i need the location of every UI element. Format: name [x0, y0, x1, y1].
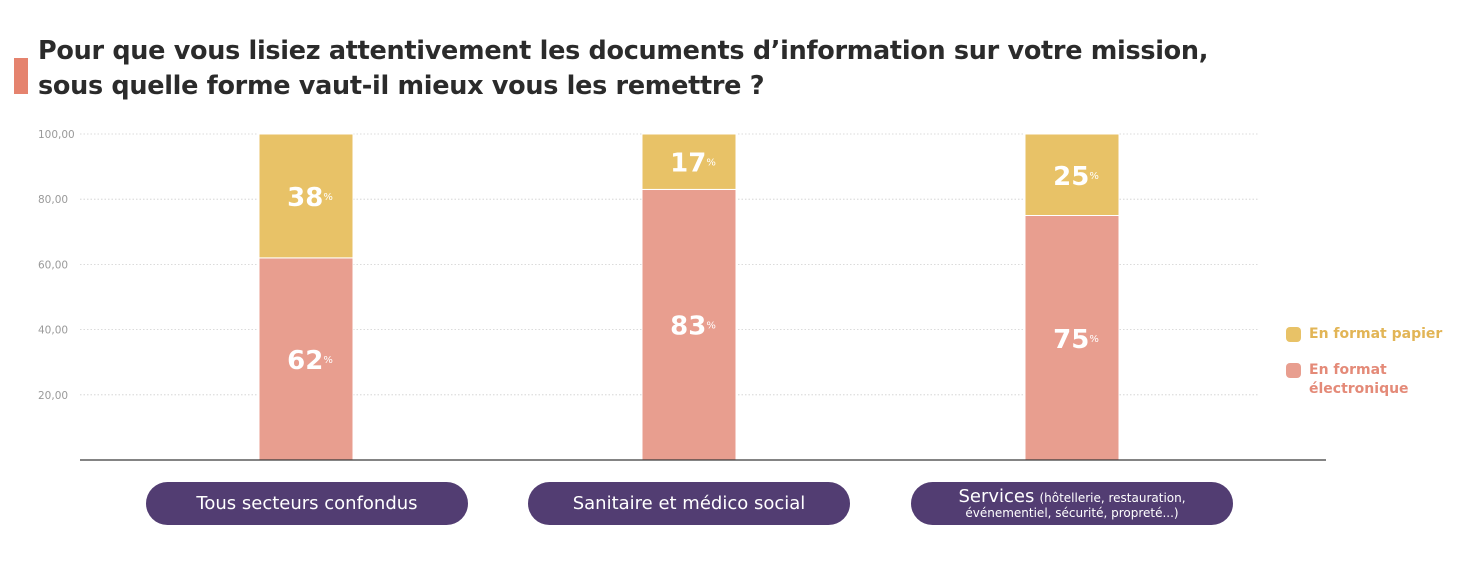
data-label: 25% [1053, 162, 1099, 192]
category-label-1: Tous secteurs confondus [196, 493, 418, 514]
bar-segment [641, 133, 737, 190]
category-pill-3: Services (hôtellerie, restauration, évén… [911, 482, 1233, 525]
legend-label-papier: En format papier [1309, 326, 1443, 342]
bar-segment [258, 257, 354, 461]
bar-segment [641, 188, 737, 461]
y-tick-label: 40,00 [38, 325, 68, 337]
bar-segment [1024, 133, 1120, 216]
title-accent-marker [14, 58, 28, 94]
chart-title: Pour que vous lisiez attentivement les d… [38, 36, 1209, 101]
bar-segment [258, 133, 354, 259]
data-label: 17% [670, 149, 716, 179]
category-pill-2: Sanitaire et médico social [528, 482, 850, 525]
y-tick-label: 20,00 [38, 390, 68, 402]
category-label-3-sub1: (hôtellerie, restauration, [1039, 491, 1186, 505]
legend-swatch-papier [1286, 327, 1301, 342]
y-tick-label: 60,00 [38, 259, 68, 271]
legend-label-electronique-2: électronique [1309, 381, 1409, 397]
data-label: 62% [287, 346, 333, 376]
legend-swatch-electronique [1286, 363, 1301, 378]
category-label-3-main: Services [958, 486, 1035, 507]
legend-label-electronique-1: En format [1309, 362, 1387, 378]
y-tick-label: 80,00 [38, 194, 68, 206]
y-tick-label: 100,00 [38, 129, 75, 141]
category-label-3-sub2: événementiel, sécurité, propreté...) [965, 506, 1179, 520]
data-label: 83% [670, 312, 716, 342]
data-label: 75% [1053, 325, 1099, 355]
data-label: 38% [287, 183, 333, 213]
bar-segment [1024, 215, 1120, 461]
category-label-2: Sanitaire et médico social [572, 493, 806, 514]
category-pill-1: Tous secteurs confondus [146, 482, 468, 525]
